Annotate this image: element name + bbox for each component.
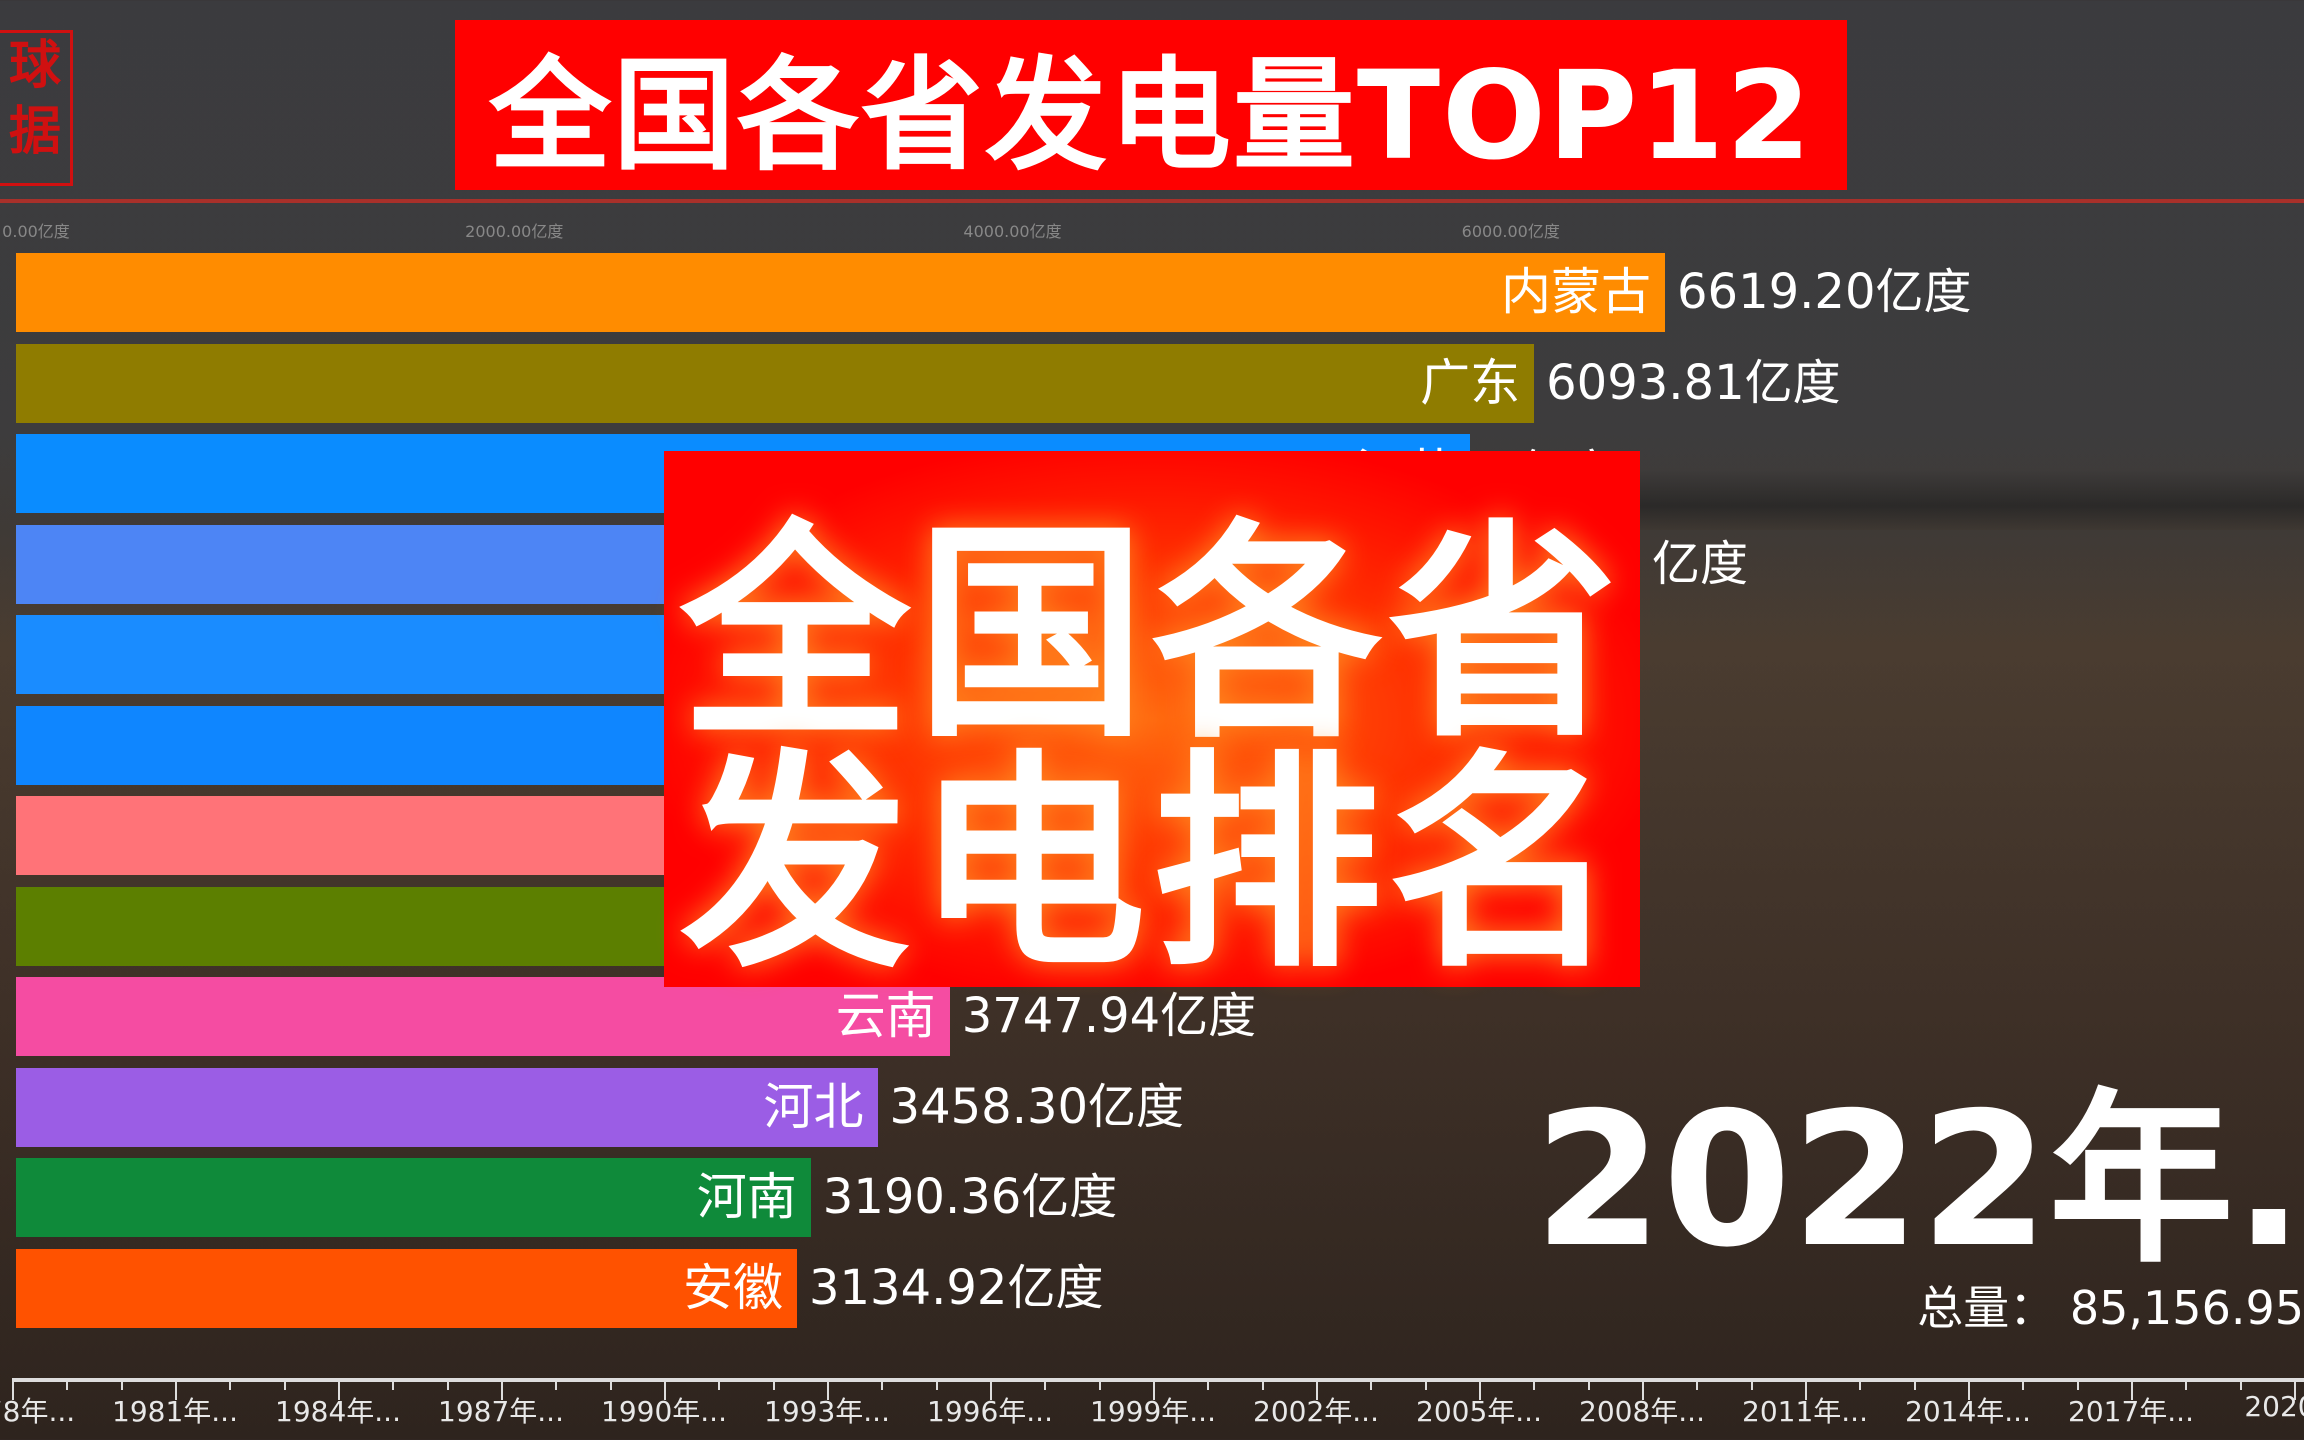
timeline-tick	[501, 1378, 503, 1400]
timeline-tick	[1750, 1378, 1753, 1390]
timeline-tick	[1261, 1378, 1264, 1390]
timeline-tick	[1533, 1378, 1536, 1390]
timeline-tick	[555, 1378, 558, 1390]
bar-value-label: 6619.20亿度	[1677, 264, 1972, 320]
timeline-tick	[1696, 1378, 1699, 1390]
timeline-tick	[609, 1378, 612, 1390]
timeline-label[interactable]: 1993年...	[764, 1395, 890, 1428]
timeline-tick	[175, 1378, 177, 1400]
timeline-tick	[718, 1378, 721, 1390]
timeline-label[interactable]: 1996年...	[927, 1395, 1053, 1428]
title-banner: 全国各省发电量TOP12	[455, 20, 1847, 190]
timeline-tick	[1587, 1378, 1590, 1390]
bar-value-label: 6093.81亿度	[1546, 354, 1841, 411]
axis-tick-label: 0.00亿度	[2, 222, 70, 241]
timeline-tick	[1968, 1378, 1970, 1400]
timeline-tick	[1859, 1378, 1862, 1390]
bar-value-label: 亿度	[1652, 535, 1749, 592]
timeline-tick	[1642, 1378, 1644, 1400]
timeline-tick	[2185, 1378, 2188, 1390]
bar: 广东	[16, 343, 1535, 423]
chart-title: 全国各省发电量TOP12	[488, 44, 1814, 187]
timeline-label[interactable]: 2020	[2244, 1390, 2304, 1423]
timeline-label[interactable]: 2008年...	[1579, 1395, 1705, 1428]
timeline-tick	[1153, 1378, 1155, 1400]
timeline-label[interactable]: 1999年...	[1090, 1395, 1216, 1428]
timeline-tick	[283, 1378, 286, 1390]
timeline-tick	[446, 1378, 449, 1390]
timeline-tick	[392, 1378, 395, 1390]
divider-line	[0, 199, 2304, 203]
timeline-tick	[1044, 1378, 1047, 1390]
timeline-tick	[1370, 1378, 1373, 1390]
current-year: 2022年.	[1533, 1072, 2304, 1288]
timeline-tick	[2239, 1378, 2242, 1390]
overlay-line-2: 发电排名	[679, 732, 1624, 999]
timeline-tick	[935, 1378, 938, 1390]
timeline-tick	[1479, 1378, 1481, 1400]
bar-label: 河南	[696, 1168, 797, 1226]
bar-label: 广东	[1420, 353, 1521, 412]
timeline-label[interactable]: 2017年...	[2068, 1395, 2194, 1428]
timeline-label[interactable]: 1981年...	[112, 1395, 238, 1428]
bar-label: 云南	[835, 987, 936, 1045]
timeline-tick	[1316, 1378, 1318, 1400]
timeline-tick	[338, 1378, 340, 1400]
bar: 河北	[16, 1067, 878, 1147]
timeline-label[interactable]: 1984年...	[275, 1395, 401, 1428]
logo-stamp: 球据	[0, 30, 73, 186]
bar: 云南	[16, 977, 950, 1056]
timeline-tick	[2294, 1378, 2296, 1400]
bar-value-label: 3190.36亿度	[822, 1169, 1118, 1225]
axis-tick-label: 6000.00亿度	[1461, 222, 1560, 241]
timeline-label[interactable]: 2014年...	[1905, 1395, 2031, 1428]
timeline-label[interactable]: 1990年...	[601, 1395, 727, 1428]
timeline-label[interactable]: 2002年...	[1253, 1395, 1379, 1428]
timeline-label[interactable]: 2011年...	[1742, 1395, 1868, 1428]
bar-value-label: 3747.94亿度	[961, 988, 1257, 1044]
overlay-banner: 全国各省 发电排名	[664, 451, 1640, 987]
bar-label: 安徽	[682, 1258, 783, 1317]
timeline-tick	[1805, 1378, 1807, 1400]
timeline-tick	[990, 1378, 992, 1400]
timeline-tick	[881, 1378, 884, 1390]
timeline-tick	[1424, 1378, 1427, 1390]
overlay-line-1: 全国各省	[679, 502, 1624, 769]
timeline-tick	[2076, 1378, 2079, 1390]
timeline-tick	[1913, 1378, 1916, 1390]
bar-label: 河北	[763, 1077, 864, 1136]
bar-value-label: 3458.30亿度	[889, 1078, 1185, 1135]
timeline-tick	[66, 1378, 69, 1390]
bar-value-label: 3134.92亿度	[808, 1259, 1104, 1316]
timeline-tick	[1098, 1378, 1101, 1390]
timeline-tick	[827, 1378, 829, 1400]
bar: 安徽	[16, 1248, 797, 1328]
timeline-tick	[120, 1378, 123, 1390]
timeline-label[interactable]: 78年...	[0, 1395, 76, 1428]
bar: 河南	[16, 1158, 811, 1237]
bar: 内蒙古	[16, 253, 1665, 332]
bar-label: 内蒙古	[1501, 263, 1651, 321]
total-amount: 总量： 85,156.95	[1917, 1281, 2304, 1335]
timeline-tick	[12, 1378, 14, 1400]
timeline-tick	[229, 1378, 232, 1390]
timeline-tick	[772, 1378, 775, 1390]
timeline-tick	[664, 1378, 666, 1400]
timeline-slider[interactable]	[12, 1378, 2304, 1382]
timeline-label[interactable]: 2005年...	[1416, 1395, 1542, 1428]
axis-tick-label: 4000.00亿度	[963, 222, 1062, 241]
timeline-tick	[1207, 1378, 1210, 1390]
axis-tick-label: 2000.00亿度	[465, 222, 564, 241]
timeline-tick	[2022, 1378, 2025, 1390]
timeline-tick	[2131, 1378, 2133, 1400]
timeline-label[interactable]: 1987年...	[438, 1395, 564, 1428]
